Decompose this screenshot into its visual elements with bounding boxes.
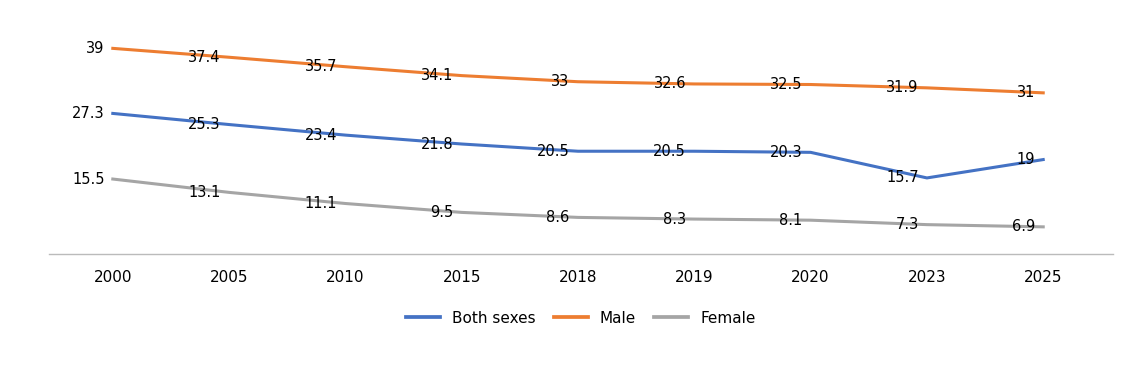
Text: 7.3: 7.3 [896,217,918,232]
Text: 20.5: 20.5 [537,144,570,159]
Text: 27.3: 27.3 [72,106,105,121]
Text: 33: 33 [552,74,570,89]
Text: 8.3: 8.3 [663,212,686,226]
Text: 34.1: 34.1 [421,68,453,83]
Text: 19: 19 [1016,152,1034,167]
Text: 8.1: 8.1 [779,213,802,228]
Text: 20.3: 20.3 [769,145,802,160]
Text: 8.6: 8.6 [546,210,570,225]
Text: 15.5: 15.5 [72,172,105,187]
Legend: Both sexes, Male, Female: Both sexes, Male, Female [400,305,761,332]
Text: 15.7: 15.7 [885,170,918,186]
Text: 35.7: 35.7 [305,59,337,74]
Text: 39: 39 [86,41,105,56]
Text: 13.1: 13.1 [188,185,221,200]
Text: 25.3: 25.3 [188,117,221,132]
Text: 23.4: 23.4 [305,128,337,143]
Text: 20.5: 20.5 [653,144,686,159]
Text: 6.9: 6.9 [1012,219,1034,234]
Text: 21.8: 21.8 [421,137,453,151]
Text: 31: 31 [1016,85,1034,100]
Text: 32.6: 32.6 [653,77,686,91]
Text: 32.5: 32.5 [769,77,802,92]
Text: 11.1: 11.1 [305,196,337,211]
Text: 37.4: 37.4 [188,50,221,65]
Text: 31.9: 31.9 [887,81,918,95]
Text: 9.5: 9.5 [430,205,453,220]
